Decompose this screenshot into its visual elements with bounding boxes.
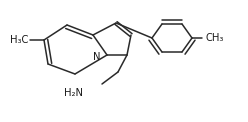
Text: H₂N: H₂N — [64, 88, 83, 98]
Text: H₃C: H₃C — [10, 35, 28, 45]
Text: CH₃: CH₃ — [205, 33, 223, 43]
Text: N: N — [93, 52, 100, 62]
